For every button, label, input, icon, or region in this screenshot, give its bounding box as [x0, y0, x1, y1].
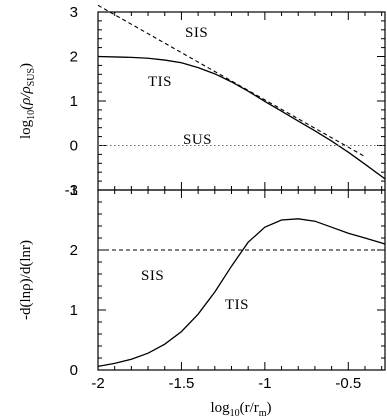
bottom-ticks [97, 189, 385, 371]
bottom-annotation-sis: SIS [141, 268, 164, 284]
bottom-x-axis-label: log10(r/rm) [210, 400, 271, 419]
top-annotation-sus: SUS [183, 132, 212, 148]
bottom-series-tis-line [97, 218, 386, 368]
top-series-tis-line [97, 55, 386, 180]
top-plot-frame [97, 11, 386, 191]
x-tick-label: -1 [258, 375, 271, 392]
y-tick-label: 2 [70, 242, 78, 259]
y-tick-label: 0 [70, 362, 78, 379]
y-tick-label: 1 [70, 93, 78, 110]
bottom-annotation-tis: TIS [225, 297, 249, 313]
y-tick-label: 3 [70, 182, 78, 199]
y-tick-label: -1 [65, 182, 78, 199]
y-tick-label: 1 [70, 302, 78, 319]
top-y-axis-label: log10(ρ/ρSUS) [18, 63, 37, 139]
x-tick-label: -0.5 [335, 375, 361, 392]
top-annotation-sis: SIS [185, 25, 208, 41]
bottom-series [97, 218, 386, 368]
x-tick-label: -2 [91, 375, 104, 392]
top-ticks [97, 11, 385, 191]
y-tick-label: 2 [70, 49, 78, 66]
x-tick-label: -1.5 [169, 375, 195, 392]
bottom-y-axis-label: -d(lnρ)/d(lnr) [18, 240, 34, 320]
bottom-tick-labels: -2 -1.5 -1 -0.5 3 2 1 0 [70, 182, 362, 392]
y-tick-label: 3 [70, 4, 78, 21]
top-panel: 3 2 1 0 -1 SIS TIS SUS log10(ρ/ρSUS) [18, 4, 386, 199]
y-tick-label: 0 [70, 138, 78, 155]
top-series [97, 4, 386, 180]
top-tick-labels: 3 2 1 0 -1 [65, 4, 78, 199]
bottom-plot-frame [97, 189, 386, 371]
top-annotation-tis: TIS [148, 74, 172, 90]
top-series-sis-line [97, 4, 366, 158]
